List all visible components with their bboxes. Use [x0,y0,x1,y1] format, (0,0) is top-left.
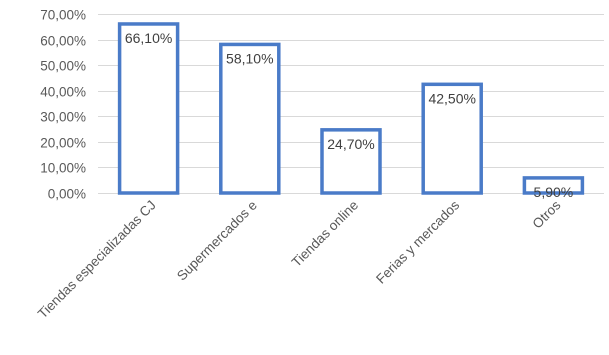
data-label: 58,10% [226,50,273,66]
x-tick-label: Supermercados e [174,198,260,284]
data-label: 42,50% [428,90,475,106]
y-axis-tick-labels: 0,00% 10,00% 20,00% 30,00% 40,00% 50,00% 60,00… [40,8,86,202]
y-tick-label: 60,00% [40,34,86,49]
x-axis-tick-labels: Tiendas especializadas CJ Supermercados e… [35,197,564,321]
data-label: 5,90% [534,184,574,200]
x-tick-label: Ferias y mercados [373,197,462,286]
x-tick-label: Tiendas especializadas CJ [35,198,159,322]
bar [320,128,382,195]
y-tick-label: 20,00% [40,136,86,151]
bar [421,82,483,195]
bar [522,176,585,195]
y-tick-label: 50,00% [40,59,86,74]
bars [117,22,585,195]
bar [219,42,281,195]
data-label: 24,70% [327,136,374,152]
data-label: 66,10% [125,30,172,46]
y-tick-label: 10,00% [40,161,86,176]
y-tick-label: 40,00% [40,85,86,100]
data-labels: 66,10% 58,10% 24,70% 42,50% 5,90% [125,30,573,200]
y-tick-label: 0,00% [48,187,86,202]
x-tick-label: Otros [530,197,564,231]
x-tick-label: Tiendas online [289,198,361,270]
y-tick-label: 70,00% [40,8,86,23]
y-tick-label: 30,00% [40,110,86,125]
bar [117,22,180,195]
